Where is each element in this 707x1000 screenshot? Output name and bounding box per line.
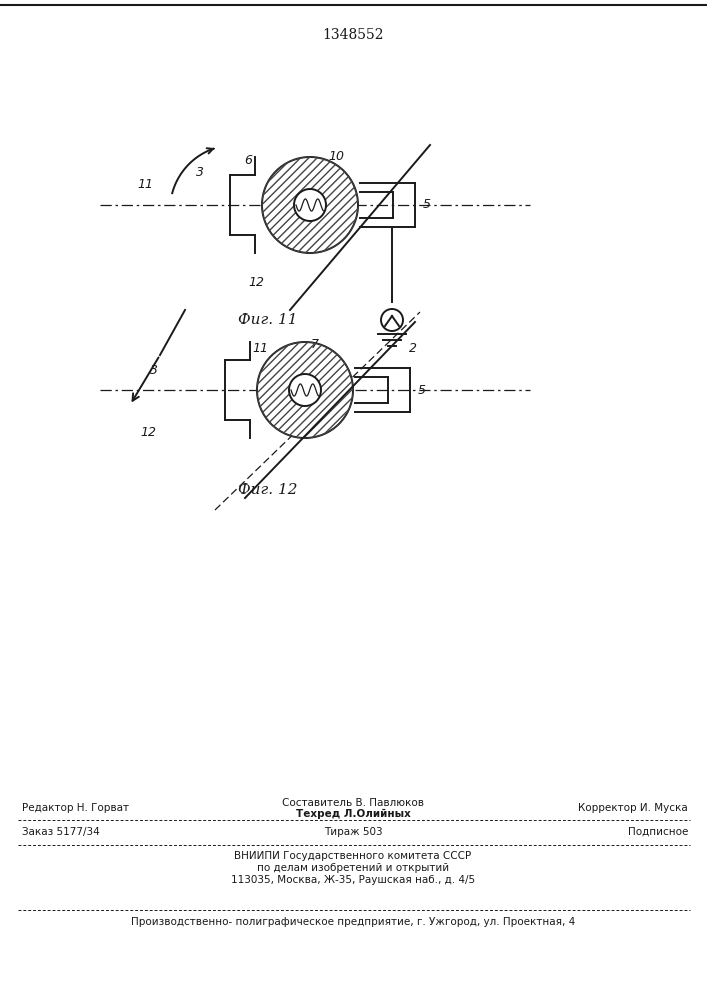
Circle shape <box>294 189 326 221</box>
Text: 5: 5 <box>418 383 426 396</box>
Text: Подписное: Подписное <box>628 827 688 837</box>
Text: Составитель В. Павлюков: Составитель В. Павлюков <box>282 798 424 808</box>
Text: 5: 5 <box>423 198 431 212</box>
Text: Производственно- полиграфическое предприятие, г. Ужгород, ул. Проектная, 4: Производственно- полиграфическое предпри… <box>131 917 575 927</box>
Text: Тираж 503: Тираж 503 <box>324 827 382 837</box>
Text: ВНИИПИ Государственного комитета СССР: ВНИИПИ Государственного комитета СССР <box>235 851 472 861</box>
Text: 11: 11 <box>252 342 268 355</box>
Text: 3: 3 <box>150 363 158 376</box>
Text: Фиг. 11: Фиг. 11 <box>238 313 298 327</box>
Text: 7: 7 <box>311 338 319 352</box>
Text: по делам изобретений и открытий: по делам изобретений и открытий <box>257 863 449 873</box>
Text: 12: 12 <box>248 276 264 290</box>
Ellipse shape <box>257 342 353 438</box>
Text: 3: 3 <box>196 166 204 180</box>
Ellipse shape <box>262 157 358 253</box>
Text: 10: 10 <box>328 150 344 163</box>
Text: Корректор И. Муска: Корректор И. Муска <box>578 803 688 813</box>
Text: 113035, Москва, Ж-35, Раушская наб., д. 4/5: 113035, Москва, Ж-35, Раушская наб., д. … <box>231 875 475 885</box>
Text: 6: 6 <box>244 153 252 166</box>
Text: 11: 11 <box>137 178 153 192</box>
Text: 1348552: 1348552 <box>322 28 384 42</box>
Text: Фиг. 12: Фиг. 12 <box>238 483 298 497</box>
Text: 12: 12 <box>140 426 156 438</box>
Circle shape <box>289 374 321 406</box>
Text: Редактор Н. Горват: Редактор Н. Горват <box>22 803 129 813</box>
Text: Заказ 5177/34: Заказ 5177/34 <box>22 827 100 837</box>
Text: Техред Л.Олийных: Техред Л.Олийных <box>296 809 411 819</box>
Text: 2: 2 <box>409 342 417 355</box>
